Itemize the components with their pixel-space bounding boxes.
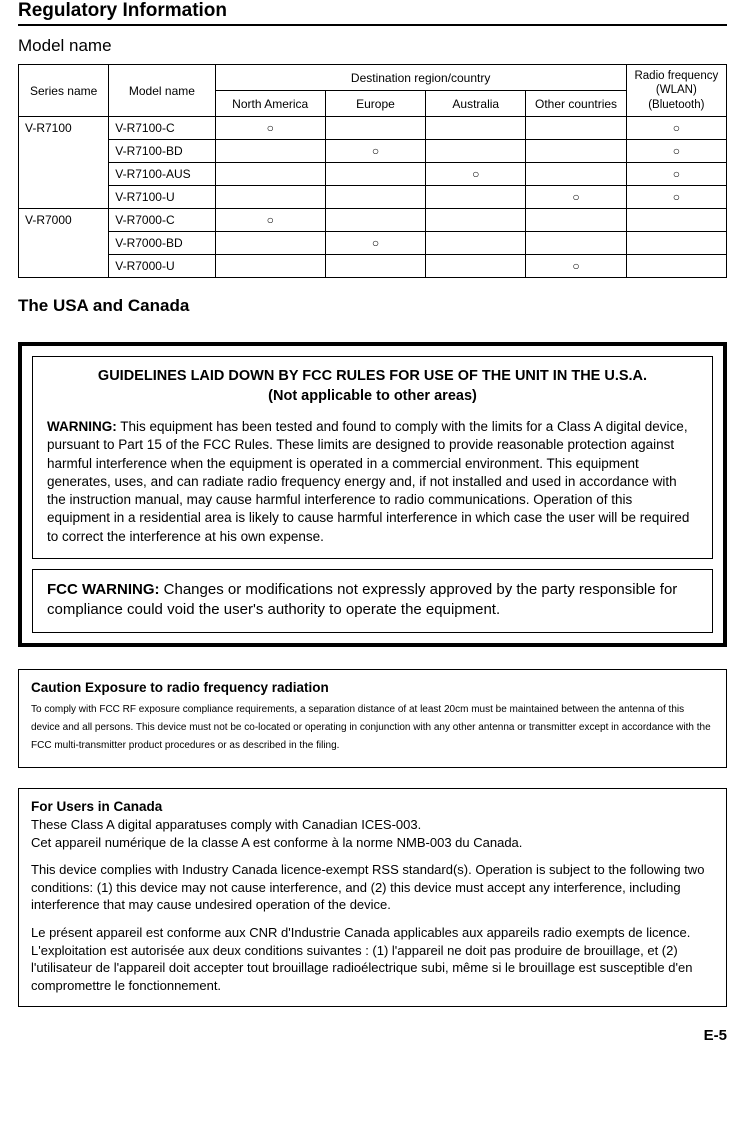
mark-cell [526, 232, 626, 255]
mark-cell [626, 209, 726, 232]
mark-cell [325, 186, 425, 209]
fcc-outer-box: GUIDELINES LAID DOWN BY FCC RULES FOR US… [18, 342, 727, 647]
fcc-title-line1: GUIDELINES LAID DOWN BY FCC RULES FOR US… [98, 368, 647, 384]
mark-cell [215, 163, 325, 186]
mark-cell [526, 209, 626, 232]
canada-box: For Users in Canada These Class A digita… [18, 788, 727, 1007]
mark-cell: ○ [526, 186, 626, 209]
rf-exposure-body: To comply with FCC RF exposure complianc… [31, 701, 714, 755]
col-model: Model name [109, 65, 215, 117]
mark-cell [426, 186, 526, 209]
mark-cell [215, 186, 325, 209]
canada-p2: Cet appareil numérique de la classe A es… [31, 834, 714, 852]
model-cell: V-R7000-U [109, 255, 215, 278]
fcc-guidelines-title: GUIDELINES LAID DOWN BY FCC RULES FOR US… [47, 367, 698, 406]
table-header-row-1: Series name Model name Destination regio… [19, 65, 727, 91]
canada-p3: This device complies with Industry Canad… [31, 861, 714, 914]
col-other: Other countries [526, 91, 626, 117]
mark-cell [325, 255, 425, 278]
mark-cell [626, 232, 726, 255]
mark-cell: ○ [426, 163, 526, 186]
canada-title: For Users in Canada [31, 799, 714, 814]
rf-exposure-title: Caution Exposure to radio frequency radi… [31, 680, 714, 695]
col-eu: Europe [325, 91, 425, 117]
model-table: Series name Model name Destination regio… [18, 64, 727, 278]
model-cell: V-R7000-BD [109, 232, 215, 255]
fcc-guidelines-box: GUIDELINES LAID DOWN BY FCC RULES FOR US… [32, 356, 713, 559]
mark-cell [325, 117, 425, 140]
mark-cell: ○ [325, 140, 425, 163]
mark-cell [526, 140, 626, 163]
fcc-title-line2: (Not applicable to other areas) [268, 388, 477, 404]
table-row: V-R7000-U ○ [19, 255, 727, 278]
rf-line3: (Bluetooth) [648, 99, 704, 111]
rf-exposure-box: Caution Exposure to radio frequency radi… [18, 669, 727, 768]
canada-p1: These Class A digital apparatuses comply… [31, 816, 714, 834]
canada-body: These Class A digital apparatuses comply… [31, 816, 714, 994]
table-row: V-R7100-BD ○ ○ [19, 140, 727, 163]
mark-cell [526, 117, 626, 140]
mark-cell: ○ [526, 255, 626, 278]
mark-cell [215, 140, 325, 163]
mark-cell: ○ [626, 117, 726, 140]
model-name-heading: Model name [18, 36, 727, 56]
mark-cell [215, 232, 325, 255]
mark-cell [325, 163, 425, 186]
mark-cell [426, 209, 526, 232]
table-row: V-R7000-BD ○ [19, 232, 727, 255]
table-row: V-R7100V-R7100-C○○ [19, 117, 727, 140]
fcc-warning-body-2: FCC WARNING: Changes or modifications no… [47, 580, 698, 621]
mark-cell: ○ [325, 232, 425, 255]
col-au: Australia [426, 91, 526, 117]
fcc-warning-label: FCC WARNING: [47, 581, 160, 598]
warning-label: WARNING: [47, 419, 117, 434]
rf-line1: Radio frequency [634, 70, 718, 82]
series-cell: V-R7000 [19, 209, 109, 278]
mark-cell: ○ [626, 140, 726, 163]
col-destination: Destination region/country [215, 65, 626, 91]
usa-canada-heading: The USA and Canada [18, 296, 727, 316]
mark-cell [325, 209, 425, 232]
model-cell: V-R7100-C [109, 117, 215, 140]
series-cell: V-R7100 [19, 117, 109, 209]
page-title: Regulatory Information [18, 0, 727, 26]
page-number: E-5 [18, 1027, 727, 1044]
mark-cell: ○ [215, 117, 325, 140]
fcc-warning-body: WARNING: This equipment has been tested … [47, 418, 698, 546]
mark-cell [426, 117, 526, 140]
table-row: V-R7000V-R7000-C○ [19, 209, 727, 232]
table-row: V-R7100-AUS ○ ○ [19, 163, 727, 186]
mark-cell: ○ [626, 186, 726, 209]
model-cell: V-R7100-U [109, 186, 215, 209]
col-rf: Radio frequency (WLAN) (Bluetooth) [626, 65, 726, 117]
rf-line2: (WLAN) [656, 84, 697, 96]
table-row: V-R7100-U ○○ [19, 186, 727, 209]
canada-p4: Le présent appareil est conforme aux CNR… [31, 924, 714, 994]
warning-text: This equipment has been tested and found… [47, 419, 689, 543]
col-series: Series name [19, 65, 109, 117]
col-na: North America [215, 91, 325, 117]
mark-cell [426, 140, 526, 163]
model-cell: V-R7100-AUS [109, 163, 215, 186]
mark-cell: ○ [215, 209, 325, 232]
model-cell: V-R7100-BD [109, 140, 215, 163]
mark-cell [426, 255, 526, 278]
mark-cell [215, 255, 325, 278]
mark-cell [426, 232, 526, 255]
mark-cell [526, 163, 626, 186]
model-cell: V-R7000-C [109, 209, 215, 232]
mark-cell [626, 255, 726, 278]
mark-cell: ○ [626, 163, 726, 186]
fcc-warning-box: FCC WARNING: Changes or modifications no… [32, 569, 713, 634]
